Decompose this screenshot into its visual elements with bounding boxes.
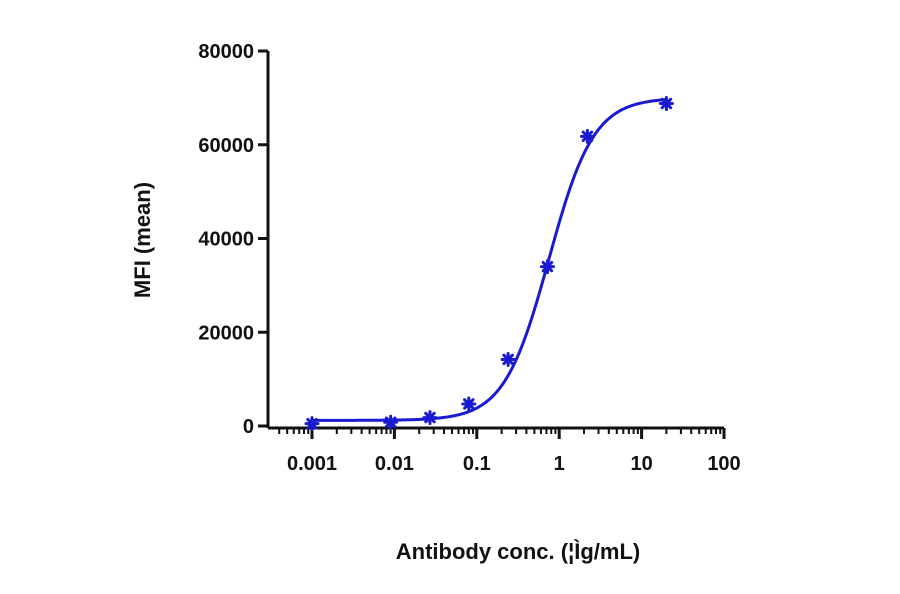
data-point-stroke bbox=[541, 260, 554, 273]
data-point bbox=[539, 259, 555, 275]
x-axis-title: Antibody conc. (¦Ìg/mL) bbox=[396, 539, 640, 564]
data-point-stroke bbox=[424, 411, 436, 424]
y-tick-label: 0 bbox=[243, 416, 254, 438]
data-point bbox=[658, 96, 674, 111]
data-point-stroke bbox=[502, 353, 514, 366]
x-tick-label: 0.01 bbox=[375, 453, 414, 475]
data-point bbox=[500, 351, 516, 367]
y-tick-label: 20000 bbox=[198, 322, 254, 344]
x-tick-label: 0.001 bbox=[287, 453, 337, 475]
data-point-stroke bbox=[306, 417, 318, 430]
y-tick-label: 60000 bbox=[198, 135, 254, 157]
x-tick-label: 0.1 bbox=[463, 453, 491, 475]
data-point bbox=[304, 416, 320, 432]
y-tick-label: 40000 bbox=[198, 229, 254, 251]
data-point-stroke bbox=[581, 130, 594, 143]
y-axis-title: MFI (mean) bbox=[130, 182, 155, 298]
data-point bbox=[579, 128, 595, 144]
x-tick-label: 100 bbox=[707, 453, 740, 475]
data-point bbox=[422, 410, 438, 426]
data-point bbox=[461, 396, 477, 412]
x-tick-label: 1 bbox=[554, 453, 565, 475]
data-point-stroke bbox=[463, 398, 475, 410]
fit-curve-layer bbox=[312, 98, 667, 422]
data-point-stroke bbox=[660, 97, 673, 110]
axes: 0 20000 40000 60000 80000 0.001 0.01 0.1 1 10 100 bbox=[198, 41, 740, 475]
data-points-layer bbox=[304, 96, 674, 432]
y-tick-label: 80000 bbox=[198, 41, 254, 63]
x-tick-label: 10 bbox=[630, 453, 652, 475]
data-point bbox=[383, 414, 399, 430]
data-point-stroke bbox=[384, 416, 397, 428]
fit-curve bbox=[312, 98, 667, 422]
